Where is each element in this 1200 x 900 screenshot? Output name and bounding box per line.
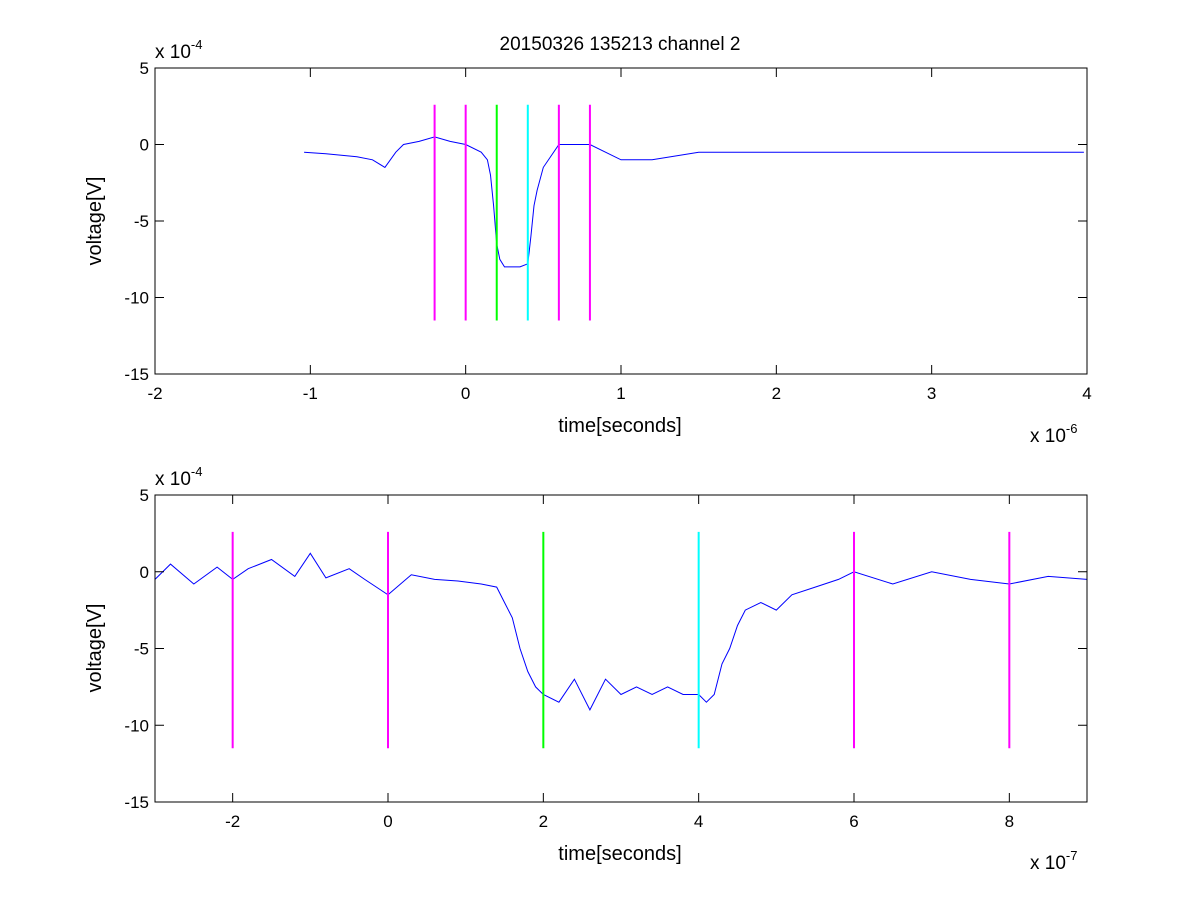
- top-x-tick-label: 0: [461, 384, 470, 403]
- bottom-signal-series-line: [154, 552, 1088, 712]
- bottom-plot-panel: -2 0 2 4 6 8 -15 -10 -5 0 5 time[seconds] voltage…: [84, 464, 1088, 874]
- top-y-axis-label: voltage[V]: [84, 177, 106, 266]
- top-signal-series-line: [304, 136, 1084, 268]
- bottom-y-tick-label: 5: [140, 486, 149, 505]
- top-y-ticks: -15 -10 -5 0 5: [124, 59, 1087, 384]
- top-y-exponent-base: x 10: [155, 42, 191, 63]
- top-x-exponent-power: -6: [1066, 421, 1078, 436]
- bottom-x-tick-label: -2: [225, 812, 240, 831]
- bottom-x-exponent: x 10-7: [1030, 848, 1077, 874]
- bottom-y-exponent-power: -4: [191, 464, 203, 479]
- bottom-x-tick-label: 6: [849, 812, 858, 831]
- bottom-y-tick-label: -5: [134, 640, 149, 659]
- top-x-tick-label: 2: [772, 384, 781, 403]
- bottom-y-tick-label: -10: [124, 716, 149, 735]
- bottom-y-exponent-base: x 10: [155, 469, 191, 490]
- top-y-tick-label: 0: [140, 136, 149, 155]
- bottom-x-tick-label: 4: [694, 812, 703, 831]
- top-y-tick-label: -10: [124, 289, 149, 308]
- bottom-y-tick-label: 0: [140, 563, 149, 582]
- bottom-x-ticks: -2 0 2 4 6 8: [225, 495, 1014, 831]
- bottom-y-ticks: -15 -10 -5 0 5: [124, 486, 1087, 812]
- top-x-tick-label: 1: [616, 384, 625, 403]
- bottom-x-exponent-base: x 10: [1030, 853, 1066, 874]
- bottom-y-axis-label: voltage[V]: [84, 604, 106, 693]
- figure-title: 20150326 135213 channel 2: [500, 34, 741, 55]
- bottom-plot-data: [154, 531, 1088, 749]
- bottom-x-tick-label: 2: [539, 812, 548, 831]
- top-plot-panel: -2 -1 0 1 2 3 4 -15-10-505 time[seconds] volta…: [84, 37, 1092, 447]
- bottom-x-axis-label: time[seconds]: [558, 843, 681, 865]
- bottom-y-tick-label: -15: [124, 793, 149, 812]
- top-x-tick-label: 3: [927, 384, 936, 403]
- bottom-x-tick-label: 8: [1005, 812, 1014, 831]
- top-y-tick-label: -5: [134, 212, 149, 231]
- top-x-tick-label: -2: [147, 384, 162, 403]
- top-x-axis-label: time[seconds]: [558, 415, 681, 437]
- top-x-exponent-base: x 10: [1030, 426, 1066, 447]
- top-y-tick-label: 5: [140, 59, 149, 78]
- top-x-tick-label: 4: [1082, 384, 1091, 403]
- bottom-x-tick-label: 0: [383, 812, 392, 831]
- top-y-exponent-power: -4: [191, 37, 203, 52]
- top-plot-data: [304, 104, 1084, 321]
- top-y-tick-label: -15: [124, 365, 149, 384]
- bottom-x-exponent-power: -7: [1066, 848, 1078, 863]
- bottom-y-exponent: x 10-4: [155, 464, 202, 490]
- top-x-exponent: x 10-6: [1030, 421, 1077, 447]
- top-y-exponent: x 10-4: [155, 37, 202, 63]
- top-x-ticks: -2 -1 0 1 2 3 4: [147, 68, 1092, 403]
- top-x-tick-label: -1: [303, 384, 318, 403]
